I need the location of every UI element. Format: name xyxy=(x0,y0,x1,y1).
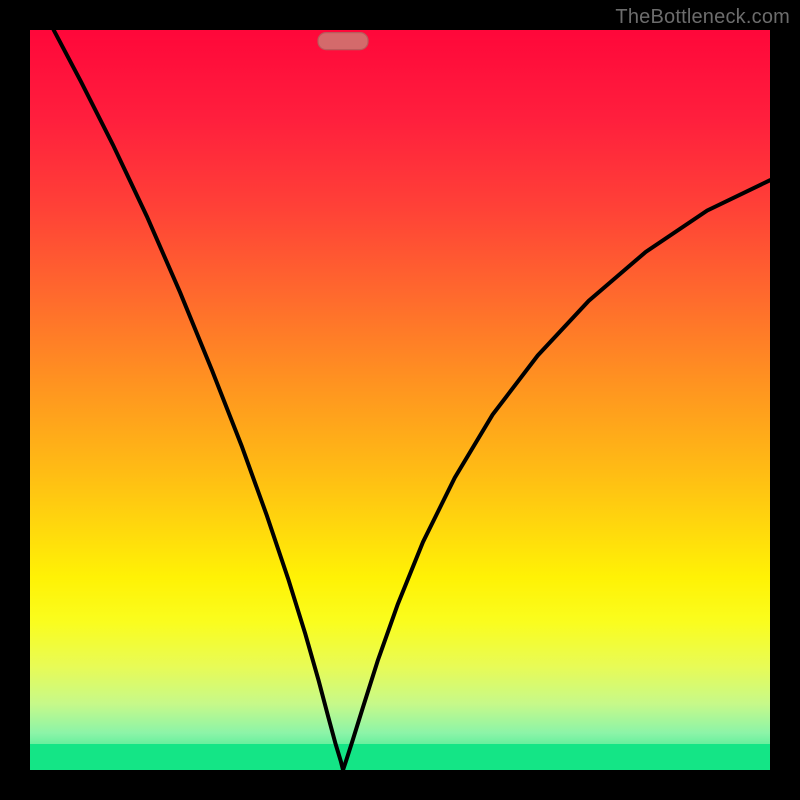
green-band xyxy=(30,744,770,770)
bottleneck-chart xyxy=(0,0,800,800)
bottleneck-marker xyxy=(318,33,368,50)
watermark-text: TheBottleneck.com xyxy=(615,6,790,29)
chart-container: TheBottleneck.com xyxy=(0,0,800,800)
chart-background xyxy=(30,30,770,770)
